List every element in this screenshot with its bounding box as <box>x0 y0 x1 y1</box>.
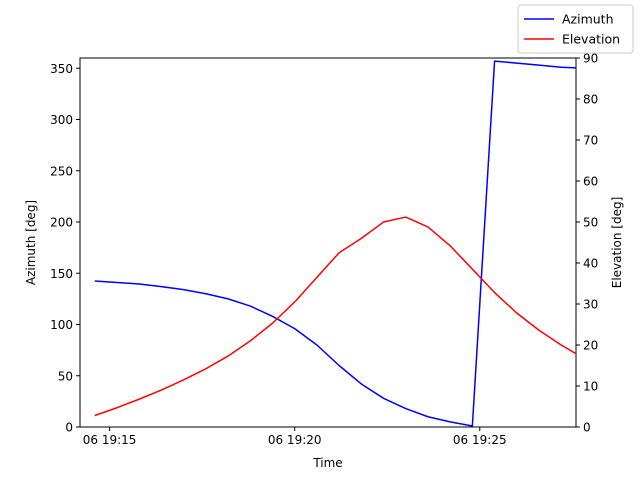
legend-label-azimuth: Azimuth <box>562 12 614 27</box>
legend: Azimuth Elevation <box>517 4 634 54</box>
plot-frame <box>79 57 577 428</box>
right-tick-label: 20 <box>583 339 598 353</box>
left-tick-label: 0 <box>65 421 73 435</box>
left-tick-label: 250 <box>50 164 73 178</box>
series-line-azimuth <box>94 60 576 427</box>
left-tick-label: 150 <box>50 267 73 281</box>
right-tick-label: 80 <box>583 93 598 107</box>
right-tick-label: 50 <box>583 216 598 230</box>
left-tick-label: 100 <box>50 318 73 332</box>
left-tick-label: 350 <box>50 62 73 76</box>
left-tick-label: 300 <box>50 113 73 127</box>
x-axis: 06 19:15 06 19:20 06 19:25 <box>83 427 507 447</box>
series-layer <box>94 60 576 427</box>
x-tick-label: 06 19:15 <box>83 433 137 447</box>
x-axis-label: Time <box>312 456 342 470</box>
x-tick-label: 06 19:20 <box>268 433 322 447</box>
legend-box <box>517 4 634 54</box>
left-axis-label: Azimuth [deg] <box>24 200 38 285</box>
left-tick-label: 200 <box>50 216 73 230</box>
series-line-elevation <box>94 216 576 417</box>
right-tick-label: 90 <box>583 52 598 66</box>
right-tick-label: 0 <box>583 421 591 435</box>
x-tick-label: 06 19:25 <box>453 433 507 447</box>
right-tick-label: 30 <box>583 298 598 312</box>
left-axis: 0 50 100 150 200 250 300 350 <box>50 62 80 435</box>
right-tick-label: 70 <box>583 134 598 148</box>
right-tick-label: 40 <box>583 257 598 271</box>
right-axis: 0 10 20 30 40 50 60 70 80 90 <box>576 52 598 435</box>
left-tick-label: 50 <box>58 369 73 383</box>
right-tick-label: 60 <box>583 175 598 189</box>
legend-label-elevation: Elevation <box>562 32 620 47</box>
right-axis-label: Elevation [deg] <box>610 197 624 289</box>
right-tick-label: 10 <box>583 380 598 394</box>
